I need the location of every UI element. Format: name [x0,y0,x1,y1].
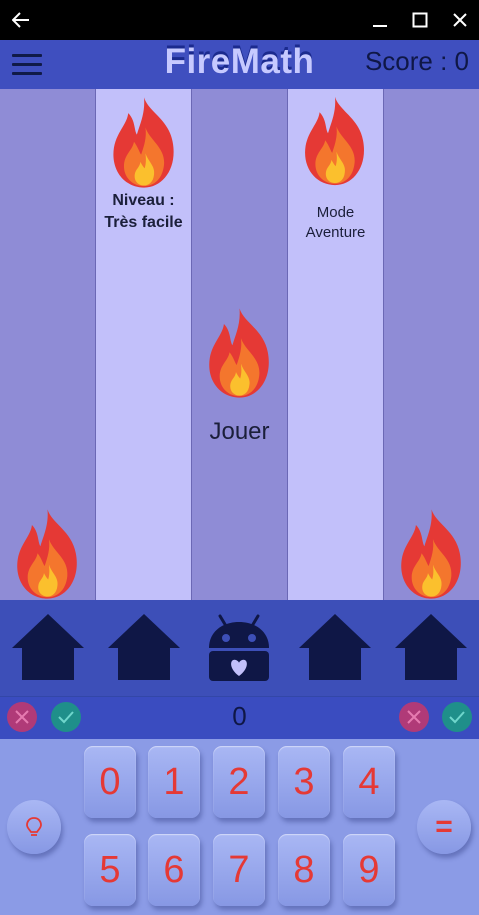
window-titlebar [0,0,479,40]
key-3[interactable]: 3 [278,746,330,818]
maximize-icon[interactable] [408,0,432,40]
check-icon [58,711,74,724]
cancel-button-right[interactable] [399,702,429,732]
key-2[interactable]: 2 [213,746,265,818]
play-label[interactable]: Jouer [209,418,270,445]
home-icon [108,614,180,680]
home-icon [299,614,371,680]
hamburger-menu-icon[interactable] [12,54,42,76]
equals-button[interactable]: = [417,800,471,854]
flame-icon [300,95,370,187]
score-label: Score : 0 [364,46,469,76]
level-label[interactable]: Niveau : Très facile [104,192,183,231]
flame-icon [12,508,83,600]
flame-icon [396,508,467,600]
hint-button[interactable] [7,800,61,854]
close-icon [15,710,29,724]
lightbulb-icon [26,817,42,836]
key-9[interactable]: 9 [343,834,395,906]
key-4[interactable]: 4 [343,746,395,818]
confirm-button-right[interactable] [442,702,472,732]
key-6[interactable]: 6 [148,834,200,906]
key-0[interactable]: 0 [84,746,136,818]
key-1[interactable]: 1 [148,746,200,818]
app-bar: FireMath Score : 0 [0,40,479,90]
close-icon[interactable] [448,0,472,40]
key-7[interactable]: 7 [213,834,265,906]
app-title: FireMath [164,42,315,81]
key-5[interactable]: 5 [84,834,136,906]
column-5[interactable] [384,89,479,600]
flame-icon [108,96,180,189]
answer-display: 0 [232,701,247,731]
close-icon [407,710,421,724]
adventure-mode-label[interactable]: Mode Aventure [305,204,366,241]
confirm-button-left[interactable] [51,702,81,732]
android-heart-icon [209,614,269,681]
game-columns [0,89,479,600]
flame-icon [204,307,275,399]
home-icon [12,614,84,680]
cancel-button-left[interactable] [7,702,37,732]
home-icon [395,614,467,680]
minimize-icon[interactable] [368,0,392,40]
back-arrow-icon[interactable] [8,0,34,40]
key-8[interactable]: 8 [278,834,330,906]
check-icon [449,711,465,724]
